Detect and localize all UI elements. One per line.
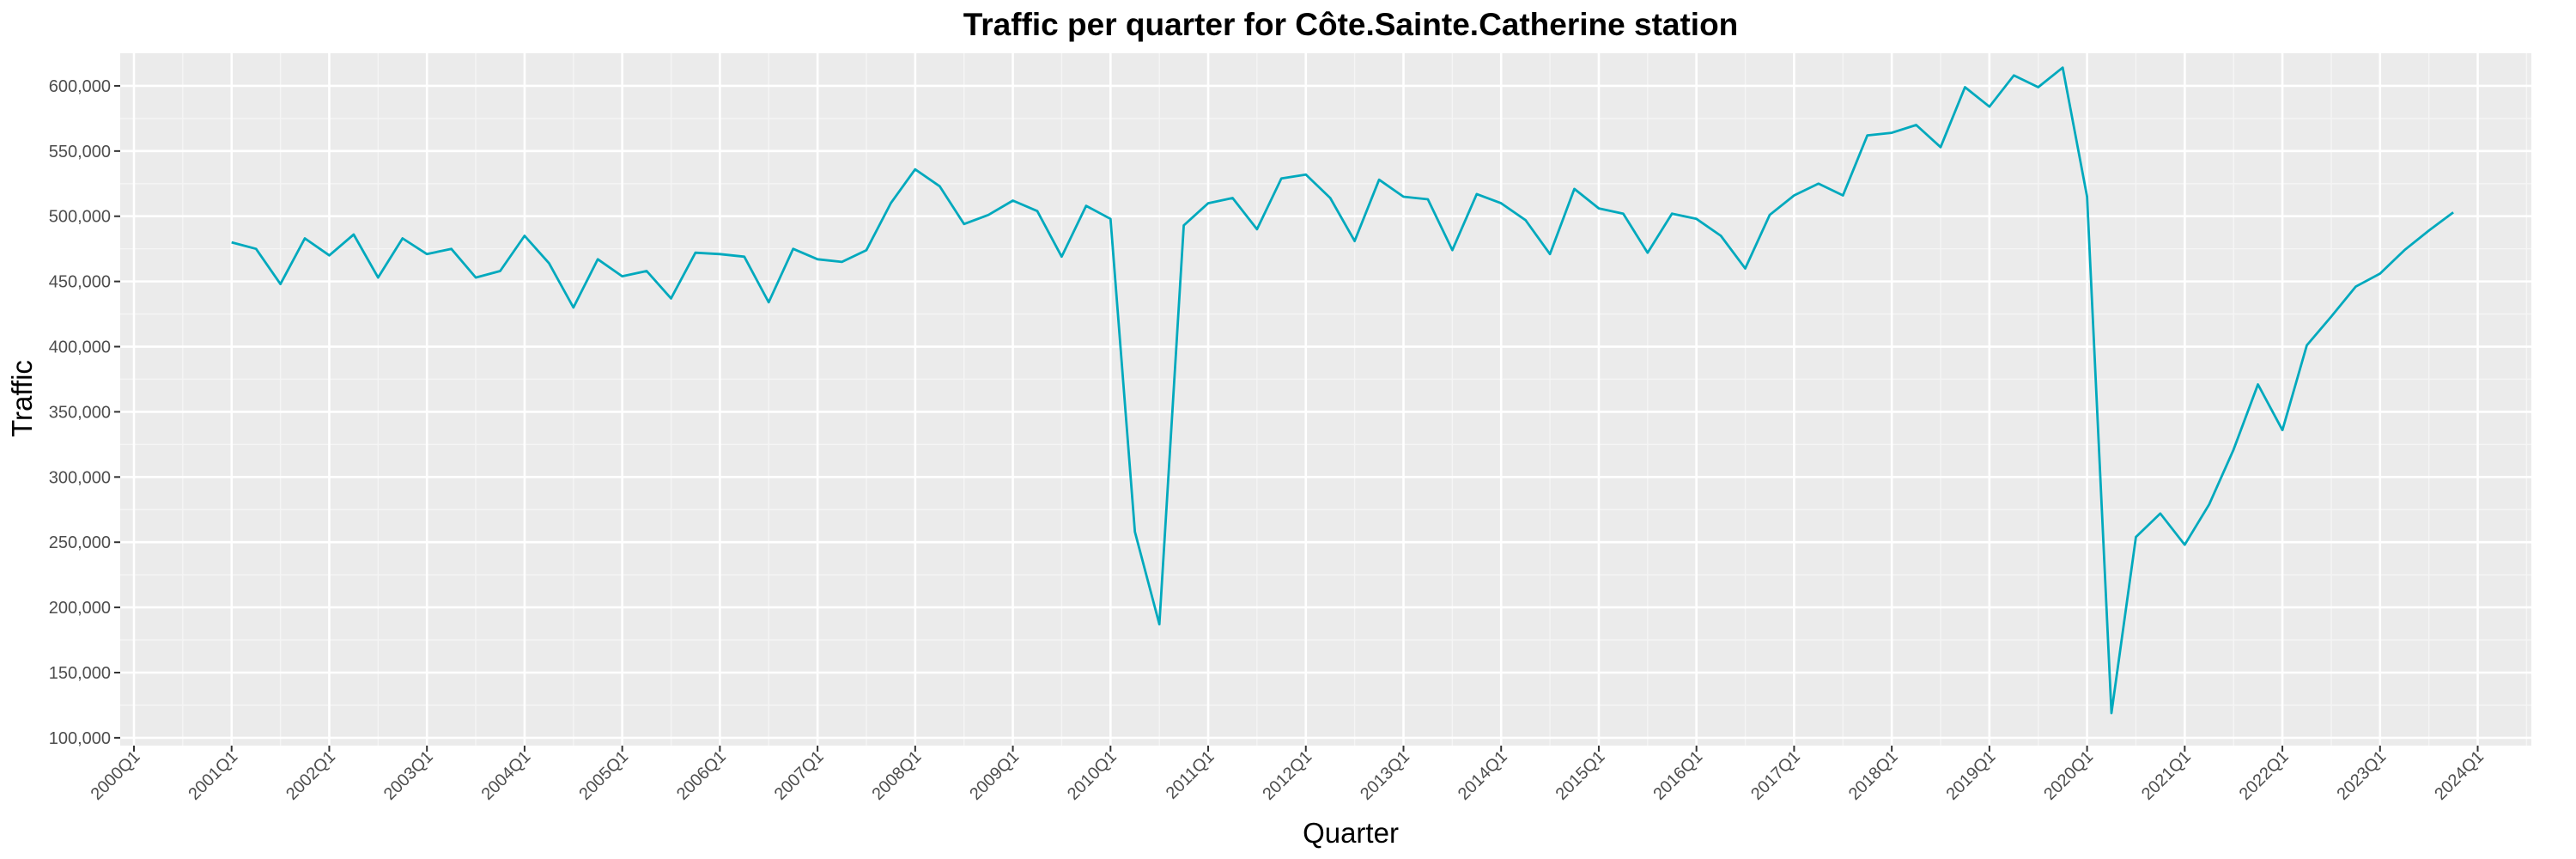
x-tick-label: 2007Q1 [771,747,828,804]
series-layer [231,66,2454,715]
x-tick-label: 2006Q1 [673,747,730,804]
y-tick-label: 600,000 [49,77,111,96]
y-tick-label: 350,000 [49,403,111,422]
x-axis-title: Quarter [1303,817,1399,849]
x-tick-label: 2017Q1 [1747,747,1804,804]
x-tick-label: 2011Q1 [1163,747,1218,803]
y-tick-label: 550,000 [49,143,111,161]
y-tick-label: 450,000 [49,273,111,292]
x-tick-label: 2019Q1 [1943,747,2000,804]
y-tick-label: 300,000 [49,468,111,487]
y-tick-label: 500,000 [49,208,111,227]
x-tick-label: 2012Q1 [1259,747,1315,804]
x-tick-label: 2018Q1 [1845,747,1902,804]
x-tick-label: 2020Q1 [2040,747,2097,804]
x-tick-label: 2016Q1 [1649,747,1706,804]
x-tick-label: 2022Q1 [2236,747,2293,804]
x-tick-label: 2004Q1 [478,747,535,804]
x-tick-label: 2024Q1 [2431,747,2488,804]
series-line [231,66,2454,715]
x-tick-label: 2014Q1 [1455,747,1511,804]
x-tick-label: 2021Q1 [2138,747,2195,804]
x-tick-label: 2008Q1 [868,747,925,804]
y-tick-label: 200,000 [49,599,111,618]
chart-title: Traffic per quarter for Côte.Sainte.Cath… [963,7,1739,42]
y-tick-label: 100,000 [49,729,111,748]
major-grid [120,53,2531,746]
x-tick-label: 2005Q1 [575,747,632,804]
x-tick-label: 2015Q1 [1552,747,1609,804]
x-tick-label: 2023Q1 [2333,747,2390,804]
minor-grid [120,53,2531,746]
x-tick-label: 2009Q1 [966,747,1023,804]
y-tick-label: 250,000 [49,533,111,552]
x-tick-label: 2010Q1 [1064,747,1121,804]
y-tick-label: 400,000 [49,338,111,357]
x-tick-label: 2013Q1 [1357,747,1413,804]
x-tick-label: 2001Q1 [185,747,241,804]
y-tick-label: 150,000 [49,664,111,683]
x-axis: 2000Q1 2001Q1 2002Q1 2003Q1 2004Q1 2005Q1 2006… [88,746,2488,804]
x-tick-label: 2002Q1 [283,747,339,804]
y-axis-title: Traffic [6,360,38,437]
x-tick-label: 2003Q1 [380,747,437,804]
x-tick-label: 2000Q1 [88,747,144,804]
y-axis: 100,000 150,000 200,000 250,000 300,000 350,0… [49,77,120,748]
plot-panel [120,53,2531,746]
